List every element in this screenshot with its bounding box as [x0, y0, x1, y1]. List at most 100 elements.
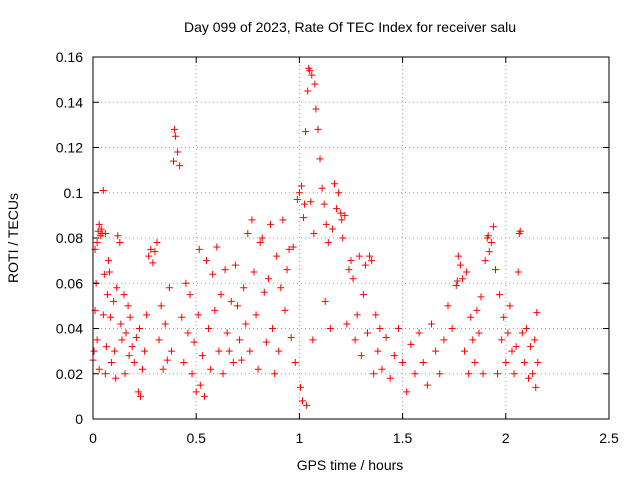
data-point: [262, 338, 270, 346]
data-point: [339, 234, 347, 242]
data-point: [304, 87, 312, 95]
data-point: [118, 336, 126, 344]
data-point: [231, 261, 239, 269]
data-point: [337, 209, 345, 217]
data-point: [423, 381, 431, 389]
data-point: [161, 320, 169, 328]
data-point: [260, 288, 268, 296]
data-point: [153, 239, 161, 247]
data-point: [427, 320, 435, 328]
data-point: [361, 261, 369, 269]
data-point: [487, 239, 495, 247]
data-point: [512, 343, 520, 351]
data-point: [338, 216, 346, 224]
data-point: [190, 338, 198, 346]
data-point: [491, 266, 499, 274]
data-point: [211, 306, 219, 314]
axis-ticks: [92, 56, 610, 420]
data-point: [522, 325, 530, 332]
data-point: [372, 311, 380, 319]
data-point: [196, 381, 204, 389]
data-point: [145, 252, 153, 260]
data-point: [415, 329, 423, 337]
data-point: [112, 374, 120, 382]
data-point: [502, 358, 510, 366]
data-point: [157, 302, 165, 310]
data-point: [411, 370, 419, 378]
data-point: [122, 329, 130, 337]
data-point: [335, 189, 343, 197]
data-point: [351, 336, 359, 344]
data-point: [303, 401, 311, 409]
data-point: [469, 336, 477, 344]
data-point: [126, 313, 134, 321]
data-point: [320, 200, 328, 208]
data-point: [248, 216, 256, 224]
data-point: [529, 370, 537, 378]
y-tick-label: 0.08: [56, 230, 83, 246]
data-point: [419, 358, 427, 366]
data-point: [180, 358, 188, 366]
grid-lines: [93, 57, 609, 419]
data-point: [277, 284, 285, 292]
data-point: [461, 347, 469, 355]
data-point: [306, 67, 314, 75]
data-point: [298, 397, 306, 405]
data-point: [314, 125, 322, 133]
data-point: [198, 352, 206, 360]
data-point: [484, 232, 492, 240]
data-point: [256, 239, 264, 247]
data-point: [250, 268, 258, 276]
data-point: [116, 239, 124, 247]
data-point: [463, 268, 471, 276]
data-point: [390, 352, 398, 360]
chart-title: Day 099 of 2023, Rate Of TEC Index for r…: [184, 19, 516, 35]
data-point: [117, 320, 125, 328]
data-point: [139, 365, 147, 373]
data-point: [106, 268, 114, 276]
data-point: [186, 291, 194, 299]
data-point: [520, 358, 528, 366]
data-point: [254, 365, 262, 373]
data-point: [93, 239, 101, 247]
y-tick-label: 0.1: [64, 185, 84, 201]
data-point: [310, 229, 318, 237]
data-point: [382, 334, 390, 342]
data-point: [309, 336, 317, 344]
data-point: [452, 282, 460, 290]
data-point: [225, 347, 233, 355]
data-point: [240, 284, 248, 292]
data-point: [171, 125, 179, 133]
x-tick-label: 2.5: [599, 430, 619, 446]
data-point: [440, 336, 448, 344]
data-point: [275, 347, 283, 355]
data-point: [534, 358, 542, 366]
data-point: [448, 325, 456, 332]
x-tick-label: 1.5: [393, 430, 413, 446]
data-point: [264, 275, 272, 283]
data-point: [114, 232, 122, 240]
data-point: [221, 266, 229, 274]
x-tick-label: 2: [502, 430, 510, 446]
data-point: [125, 352, 133, 360]
data-point: [316, 155, 324, 163]
data-point: [246, 347, 254, 355]
data-point: [121, 370, 129, 378]
data-point: [386, 374, 394, 382]
data-point: [120, 291, 128, 299]
data-point: [147, 245, 155, 253]
data-point: [229, 358, 237, 366]
data-point: [194, 311, 202, 319]
data-point: [134, 388, 142, 396]
data-point: [370, 370, 378, 378]
data-point: [209, 270, 217, 278]
data-point: [343, 320, 351, 328]
data-point: [330, 180, 338, 188]
data-point: [527, 343, 535, 351]
data-point: [95, 365, 103, 373]
data-point: [188, 370, 196, 378]
data-point: [322, 220, 330, 228]
data-point: [102, 343, 110, 351]
data-point: [295, 189, 303, 197]
